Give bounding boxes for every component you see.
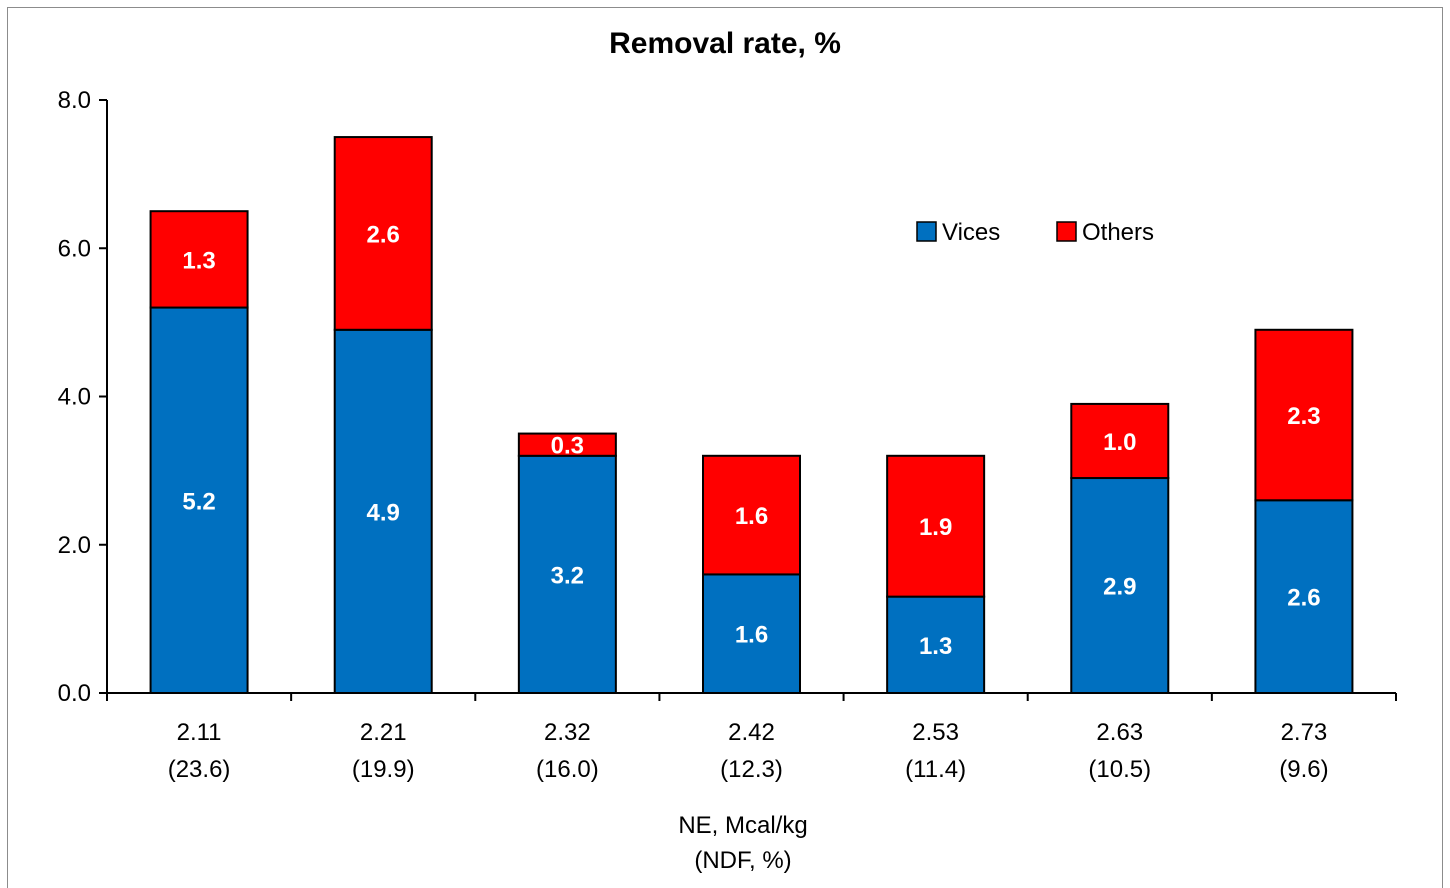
bar-segment-others (1254, 328, 1354, 502)
legend-label-others: Others (1082, 219, 1154, 246)
x-tick-label-ne: 2.32 (544, 719, 591, 746)
data-label-vices: 2.6 (1287, 585, 1320, 612)
bar-segment-others (1070, 402, 1170, 480)
x-axis: 2.11 (23.6) 2.21 (19.9) 2.32 (16.0) 2.42 (12.3)… (106, 692, 1397, 783)
data-label-others: 1.0 (1103, 429, 1136, 456)
y-tick-label: 6.0 (58, 235, 91, 262)
x-tick-label-ne: 2.21 (360, 719, 407, 746)
data-label-others: 0.3 (551, 433, 584, 460)
x-axis-title-line1: NE, Mcal/kg (678, 812, 807, 839)
bar-segment-others (149, 210, 249, 309)
x-tick-label-ne: 2.11 (177, 719, 222, 746)
bar-segment-others (333, 136, 433, 331)
x-tick-label-ne: 2.42 (728, 719, 775, 746)
bar-segment-vices (333, 328, 433, 694)
y-tick-label: 0.0 (58, 680, 91, 707)
data-label-vices: 2.9 (1103, 574, 1136, 601)
data-label-vices: 1.6 (735, 622, 768, 649)
data-label-others: 1.6 (735, 503, 768, 530)
bar-segment-others (886, 454, 986, 598)
data-label-others: 2.6 (367, 221, 400, 248)
y-axis: 0.0 2.0 4.0 6.0 8.0 (58, 87, 108, 707)
x-tick-label-ne: 2.53 (912, 719, 959, 746)
x-tick-label-ndf: (10.5) (1088, 756, 1151, 783)
y-tick-label: 8.0 (58, 87, 91, 114)
bar-segment-vices (702, 573, 801, 695)
bar-segment-vices (1070, 477, 1170, 694)
legend-swatch-vices (916, 221, 937, 242)
legend: Vices Others (916, 219, 1154, 246)
legend-swatch-others (1056, 221, 1077, 242)
x-tick-label-ndf: (19.9) (352, 756, 415, 783)
x-tick-label-ne: 2.63 (1096, 719, 1143, 746)
x-axis-title-line2: (NDF, %) (694, 847, 791, 874)
x-tick-label-ndf: (23.6) (168, 756, 231, 783)
data-label-others: 1.9 (919, 514, 952, 541)
x-tick-label-ndf: (11.4) (905, 756, 966, 783)
data-label-others: 2.3 (1287, 403, 1320, 430)
data-label-vices: 3.2 (551, 562, 584, 589)
legend-label-vices: Vices (942, 219, 1000, 246)
bar-segment-others (702, 454, 801, 576)
y-tick-label: 2.0 (58, 532, 91, 559)
y-tick-label: 4.0 (58, 384, 91, 411)
bar-segment-vices (517, 454, 617, 694)
data-label-others: 1.3 (182, 247, 215, 274)
x-tick-label-ne: 2.73 (1281, 719, 1328, 746)
x-tick-label-ndf: (16.0) (536, 756, 599, 783)
x-tick-label-ndf: (12.3) (720, 756, 783, 783)
x-tick-label-ndf: (9.6) (1279, 756, 1328, 783)
data-label-vices: 1.3 (919, 633, 952, 660)
bars: 5.2 1.3 4.9 2.6 3.2 0.3 1.6 1.6 1.3 1.9 2.9 1.0 2.6 2… (149, 136, 1354, 695)
chart-title: Removal rate, % (609, 27, 841, 60)
data-label-vices: 5.2 (182, 488, 215, 515)
data-label-vices: 4.9 (367, 499, 400, 526)
bar-segment-vices (1254, 499, 1354, 694)
bar-segment-others (517, 432, 617, 457)
